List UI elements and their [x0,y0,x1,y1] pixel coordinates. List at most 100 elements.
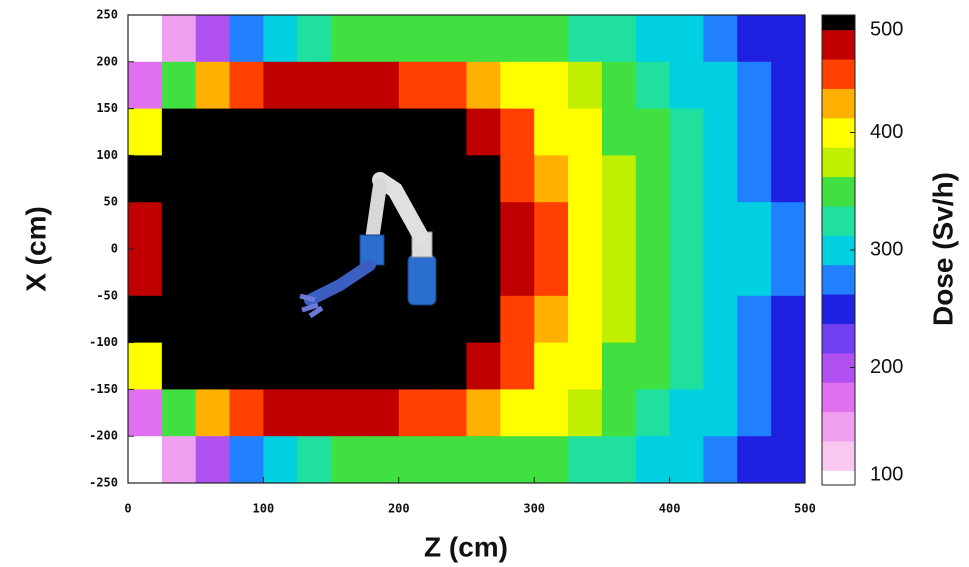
heatmap-cell [771,15,806,63]
heatmap-cell [737,61,772,110]
heatmap-cell [568,61,603,110]
heatmap-cell [263,155,298,203]
heatmap-cell [331,295,366,344]
heatmap-cell [331,155,366,203]
heatmap-cell [771,155,806,203]
heatmap-cell [466,202,501,250]
colorbar-tick-label: 400 [870,121,903,143]
heatmap-cell [398,389,434,437]
heatmap-cell [364,295,400,344]
heatmap-cell [263,108,298,156]
heatmap-cell [669,436,704,484]
heatmap-cell [364,108,400,156]
heatmap-cell [128,389,163,437]
colorbar-swatch [822,470,855,486]
heatmap-cell [297,15,332,63]
heatmap-cell [161,108,197,156]
heatmap-cell [432,15,467,63]
heatmap-cell [128,249,163,297]
heatmap-cell [128,155,163,203]
colorbar-swatch [822,205,855,236]
y-tick-label: 150 [96,101,118,115]
heatmap-cell [601,108,637,156]
heatmap-cell [737,249,772,297]
heatmap-cell [229,342,264,390]
heatmap-cell [398,342,434,390]
y-axis-label: X (cm) [20,206,51,292]
heatmap-cell [432,342,467,390]
heatmap-cell [500,295,535,344]
y-tick-label: 100 [96,148,118,162]
heatmap-cell [737,295,772,344]
heatmap-cell [195,249,231,297]
heatmap-cell [432,389,467,437]
heatmap-cell [161,342,197,390]
heatmap-cell [128,436,163,484]
heatmap-cell [534,389,569,437]
x-tick-label: 100 [253,502,275,516]
heatmap-cell [771,389,806,437]
heatmap-cell [669,342,704,390]
heatmap-cell [263,249,298,297]
heatmap-cell [601,295,637,344]
heatmap-cell [432,249,467,297]
colorbar-tick-label: 500 [870,18,903,40]
heatmap-cell [331,389,366,437]
colorbar-tick-label: 300 [870,238,903,260]
heatmap-cell [263,342,298,390]
heatmap-cell [500,389,535,437]
heatmap-cell [466,108,501,156]
heatmap-cell [161,155,197,203]
heatmap-cell [331,108,366,156]
heatmap-cell [161,295,197,344]
heatmap-cell [669,61,704,110]
heatmap-cell [703,436,738,484]
heatmap-cell [331,61,366,110]
heatmap-cell [737,108,772,156]
colorbar-swatch [822,411,855,442]
heatmap-cell [568,249,603,297]
heatmap-cell [771,249,806,297]
heatmap-cell [466,389,501,437]
heatmap-cell [331,436,366,484]
heatmap-cell [703,342,738,390]
heatmap-cell [568,389,603,437]
heatmap-cell [195,15,231,63]
heatmap-cell [466,436,501,484]
heatmap-cell [568,342,603,390]
heatmap-cell [195,342,231,390]
heatmap [128,15,806,484]
heatmap-cell [297,108,332,156]
heatmap-cell [398,61,434,110]
heatmap-cell [364,389,400,437]
heatmap-cell [703,108,738,156]
x-axis-label: Z (cm) [424,531,508,562]
heatmap-cell [534,202,569,250]
y-tick-label: -100 [89,335,118,349]
heatmap-cell [466,61,501,110]
heatmap-cell [364,15,400,63]
heatmap-cell [432,61,467,110]
heatmap-cell [195,436,231,484]
heatmap-cell [229,436,264,484]
heatmap-cell [737,389,772,437]
heatmap-cell [534,61,569,110]
heatmap-cell [195,389,231,437]
heatmap-cell [229,202,264,250]
heatmap-cell [297,202,332,250]
heatmap-cell [297,436,332,484]
heatmap-cell [297,389,332,437]
heatmap-cell [635,202,671,250]
heatmap-cell [263,295,298,344]
heatmap-cell [703,389,738,437]
heatmap-cell [263,15,298,63]
y-tick-label: 0 [111,242,118,256]
heatmap-cell [669,108,704,156]
heatmap-cell [263,61,298,110]
heatmap-cell [500,202,535,250]
heatmap-cell [195,108,231,156]
heatmap-cell [432,295,467,344]
heatmap-cell [771,202,806,250]
heatmap-cell [500,108,535,156]
heatmap-cell [737,202,772,250]
